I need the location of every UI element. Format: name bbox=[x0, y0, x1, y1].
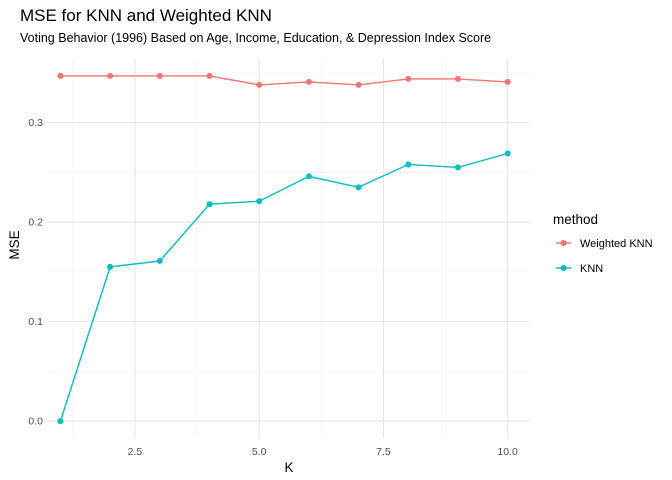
data-point-weighted-knn bbox=[156, 72, 163, 79]
y-axis-title: MSE bbox=[7, 230, 22, 259]
data-point-weighted-knn bbox=[405, 75, 412, 82]
data-point-knn bbox=[355, 184, 362, 191]
data-point-weighted-knn bbox=[504, 78, 511, 85]
chart-title: MSE for KNN and Weighted KNN bbox=[20, 6, 272, 25]
x-axis-title: K bbox=[284, 460, 293, 475]
y-tick-label: 0.0 bbox=[28, 416, 43, 428]
minor-gridlines bbox=[48, 59, 530, 438]
legend-label-knn: KNN bbox=[580, 263, 603, 275]
data-point-knn bbox=[454, 164, 461, 171]
x-tick-label: 10.0 bbox=[497, 446, 518, 458]
data-point-weighted-knn bbox=[355, 81, 362, 88]
data-point-knn bbox=[57, 418, 64, 425]
legend-label-weighted-knn: Weighted KNN bbox=[580, 238, 653, 250]
data-point-weighted-knn bbox=[305, 78, 312, 85]
data-point-weighted-knn bbox=[206, 72, 213, 79]
data-point-weighted-knn bbox=[454, 75, 461, 82]
data-point-weighted-knn bbox=[256, 81, 263, 88]
data-point-knn bbox=[405, 161, 412, 168]
x-tick-label: 5.0 bbox=[252, 446, 267, 458]
legend: method Weighted KNN KNN bbox=[553, 212, 653, 275]
series-line-weighted-knn bbox=[60, 75, 508, 86]
y-axis-ticks: 0.0 0.1 0.2 0.3 bbox=[28, 117, 43, 427]
chart-subtitle: Voting Behavior (1996) Based on Age, Inc… bbox=[20, 31, 492, 45]
data-point-knn bbox=[305, 173, 312, 180]
data-point-weighted-knn bbox=[107, 72, 114, 79]
major-gridlines bbox=[48, 59, 530, 438]
x-axis-ticks: 2.5 5.0 7.5 10.0 bbox=[128, 446, 518, 458]
data-point-knn bbox=[107, 263, 114, 270]
x-tick-label: 2.5 bbox=[128, 446, 143, 458]
data-point-knn bbox=[156, 257, 163, 264]
legend-title: method bbox=[553, 212, 598, 227]
y-tick-label: 0.3 bbox=[28, 117, 43, 129]
series-layer bbox=[57, 72, 511, 425]
data-point-knn bbox=[256, 198, 263, 205]
data-point-knn bbox=[206, 201, 213, 208]
y-tick-label: 0.2 bbox=[28, 217, 43, 229]
legend-key-point-weighted-knn bbox=[560, 240, 567, 246]
y-tick-label: 0.1 bbox=[28, 316, 43, 328]
series-line-knn bbox=[59, 152, 508, 422]
legend-key-point-knn bbox=[560, 265, 567, 271]
data-point-weighted-knn bbox=[57, 72, 64, 79]
x-tick-label: 7.5 bbox=[376, 446, 391, 458]
data-point-knn bbox=[504, 150, 511, 157]
